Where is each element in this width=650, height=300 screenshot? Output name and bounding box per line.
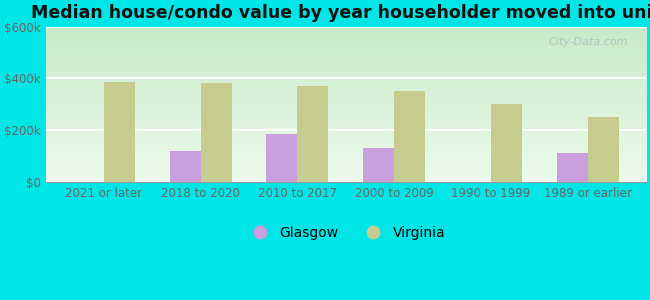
Text: City-Data.com: City-Data.com [549,38,628,47]
Bar [170,151,201,182]
Title: Median house/condo value by year householder moved into unit: Median house/condo value by year househo… [31,4,650,22]
Bar [266,134,297,182]
Bar [297,86,328,182]
Bar [363,148,394,182]
Legend: Glasgow, Virginia: Glasgow, Virginia [246,226,445,240]
Bar [394,91,425,182]
Bar [201,83,231,182]
Bar [588,117,619,182]
Bar [557,153,588,182]
Bar [491,104,522,182]
Bar [104,82,135,182]
